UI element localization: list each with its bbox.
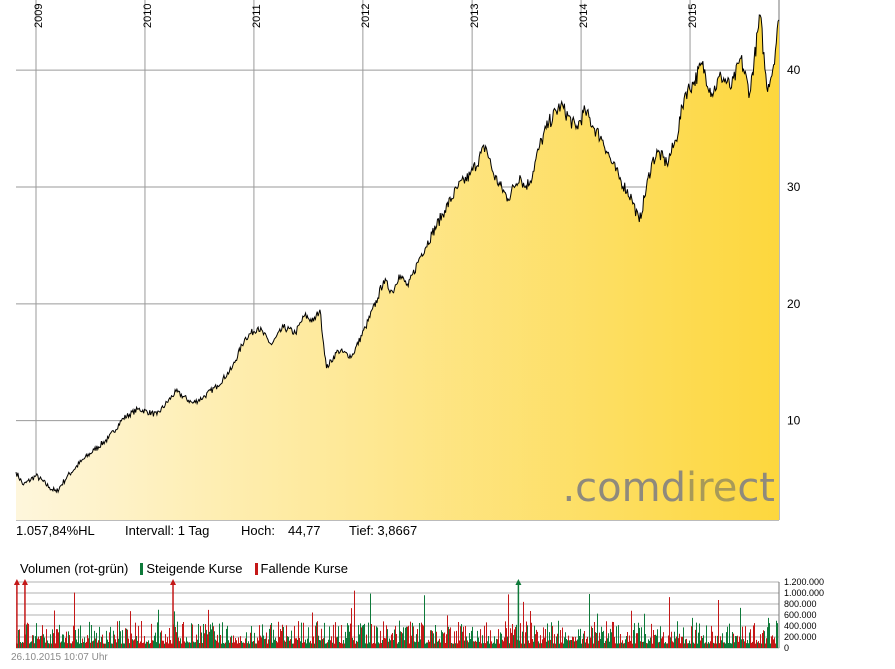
x-tick-label: 2010	[142, 4, 154, 28]
timestamp: 26.10.2015 10:07 Uhr	[11, 652, 108, 663]
volume-clip-arrow	[515, 579, 522, 585]
x-tick-label: 2015	[687, 4, 699, 28]
volume-axis-labels: 0200.000400.000600.000800.0001.000.0001.…	[784, 577, 824, 652]
volume-title: Volumen (rot-grün)	[20, 561, 129, 576]
price-area	[16, 15, 779, 520]
rising-swatch	[140, 563, 144, 575]
interval-label: Intervall: 1 Tag	[125, 523, 210, 538]
y-tick-label: 40	[787, 63, 801, 77]
x-tick-label: 2013	[469, 4, 481, 28]
x-tick-label: 2009	[33, 4, 45, 28]
price-line	[15, 14, 780, 494]
x-tick-label: 2012	[360, 4, 372, 28]
volume-legend: Volumen (rot-grün) Steigende Kurse Fallend…	[20, 561, 348, 576]
price-chart: 10 20 30 40 2009 2010 2011 2012 2013 2014 2015 .co…	[15, 0, 801, 521]
volume-chart: 0200.000400.000600.000800.0001.000.0001.…	[13, 577, 824, 652]
watermark: .comdirect	[562, 465, 775, 511]
falling-label: Fallende Kurse	[260, 561, 348, 576]
x-tick-label: 2011	[251, 4, 263, 28]
y-tick-label: 20	[787, 297, 801, 311]
volume-tick-label: 800.000	[784, 599, 817, 609]
volume-tick-label: 400.000	[784, 621, 817, 631]
high-label: Hoch:	[241, 523, 275, 538]
x-tick-label: 2014	[578, 4, 590, 28]
volume-clip-arrow	[13, 579, 20, 585]
volume-tick-label: 200.000	[784, 632, 817, 642]
falling-swatch	[254, 563, 258, 575]
rising-label: Steigende Kurse	[146, 561, 243, 576]
high-value: 44,77	[288, 523, 321, 538]
performance-value: 1.057,84%HL	[16, 523, 95, 538]
y-tick-label: 10	[787, 414, 801, 428]
volume-tick-label: 0	[784, 643, 789, 652]
volume-bars	[16, 590, 778, 648]
price-labels: 10 20 30 40 2009 2010 2011 2012 2013 2014 2015	[33, 4, 801, 428]
volume-clip-arrow	[170, 579, 177, 585]
volume-tick-label: 1.200.000	[784, 577, 824, 587]
volume-clip-markers	[13, 579, 522, 648]
volume-clip-arrow	[21, 579, 28, 585]
y-tick-label: 30	[787, 180, 801, 194]
volume-tick-label: 600.000	[784, 610, 817, 620]
volume-tick-label: 1.000.000	[784, 588, 824, 598]
low-value: Tief: 3,8667	[349, 523, 418, 538]
